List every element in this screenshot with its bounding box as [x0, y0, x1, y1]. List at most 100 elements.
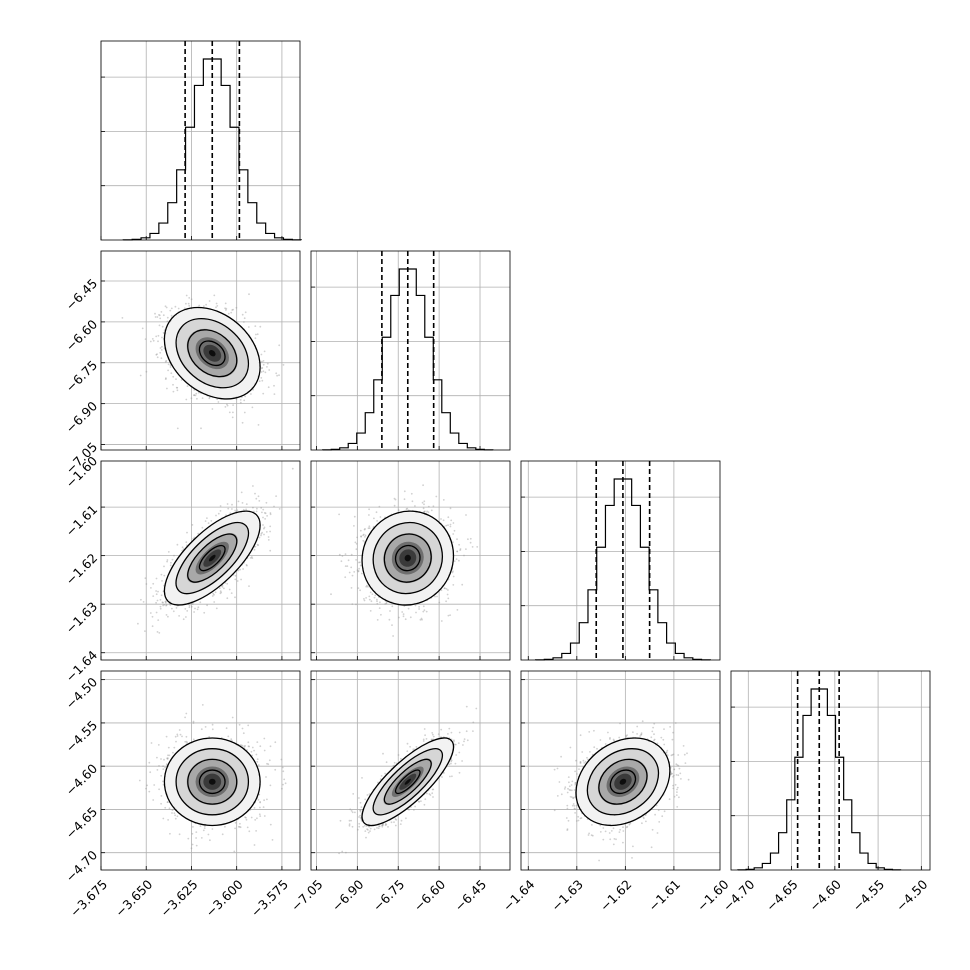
sample-point: [393, 761, 396, 764]
sample-point: [255, 510, 258, 513]
sample-point: [271, 839, 274, 841]
sample-point: [376, 600, 378, 603]
sample-point: [166, 320, 169, 323]
sample-point: [351, 811, 354, 814]
sample-point: [575, 820, 578, 822]
sample-point: [253, 807, 256, 809]
sample-point: [359, 814, 361, 817]
sample-point: [411, 500, 414, 503]
sample-point: [385, 601, 388, 604]
sample-point: [241, 502, 244, 504]
sample-point: [233, 850, 236, 853]
panel-frame: [730, 670, 931, 871]
sample-point: [364, 830, 367, 832]
sample-point: [239, 568, 242, 571]
sample-point: [157, 619, 160, 621]
sample-point: [394, 824, 397, 827]
sample-point: [357, 587, 360, 589]
sample-point: [358, 567, 360, 570]
sample-point: [149, 771, 152, 774]
sample-point: [368, 598, 371, 601]
sample-point: [190, 847, 193, 850]
sample-point: [230, 592, 233, 594]
sample-point: [162, 601, 164, 604]
sample-point: [268, 369, 271, 371]
sample-point: [181, 546, 184, 549]
sample-point: [360, 572, 363, 575]
sample-point: [154, 316, 157, 318]
sample-point: [177, 307, 180, 310]
sample-point: [269, 525, 272, 528]
sample-point: [225, 307, 228, 310]
sample-point: [356, 536, 358, 539]
contour-line: [163, 306, 261, 400]
sample-point: [431, 792, 434, 795]
sample-point: [184, 608, 187, 610]
sample-point: [260, 507, 263, 509]
sample-point: [362, 534, 364, 537]
sample-point: [245, 818, 248, 821]
sample-point: [251, 557, 254, 559]
sample-point: [393, 821, 395, 823]
sample-point: [423, 503, 425, 506]
sample-point: [156, 599, 159, 602]
sample-point: [214, 591, 217, 594]
sample-point: [224, 302, 227, 305]
sample-point: [418, 606, 420, 608]
sample-point: [423, 728, 426, 730]
sample-point: [440, 620, 443, 622]
sample-point: [185, 735, 188, 738]
sample-point: [599, 831, 602, 833]
panel-frame: [100, 40, 301, 241]
sample-point: [185, 740, 188, 743]
sample-point: [391, 605, 394, 608]
sample-point: [171, 812, 173, 814]
sample-point: [217, 401, 220, 403]
sample-point: [432, 735, 435, 738]
sample-point: [172, 390, 175, 393]
sample-point: [373, 596, 376, 599]
sample-point: [422, 484, 424, 487]
sample-point: [211, 595, 214, 597]
sample-point: [213, 294, 216, 297]
sample-point: [161, 325, 164, 328]
sample-point: [422, 738, 425, 741]
sample-point: [250, 750, 253, 753]
sample-point: [150, 587, 152, 589]
sample-point: [376, 598, 378, 601]
sample-point: [348, 571, 351, 574]
sample-point: [164, 600, 167, 603]
sample-point: [231, 508, 233, 510]
sample-point: [262, 392, 265, 395]
sample-point: [121, 317, 124, 319]
scatter-panel: [520, 670, 721, 871]
sample-point: [223, 587, 225, 590]
sample-point: [208, 300, 211, 302]
sample-point: [414, 505, 416, 507]
sample-point: [369, 830, 371, 832]
sample-point: [282, 783, 284, 786]
sample-point: [167, 551, 170, 553]
sample-point: [151, 338, 154, 340]
sample-point: [192, 720, 195, 723]
sample-point: [166, 560, 168, 563]
sample-point: [184, 716, 186, 719]
sample-point: [405, 508, 408, 510]
sample-point: [395, 818, 398, 821]
sample-point: [163, 574, 166, 577]
sample-point: [362, 825, 365, 828]
sample-point: [420, 800, 422, 802]
sample-point: [425, 738, 428, 740]
sample-point: [365, 836, 367, 839]
sample-point: [269, 549, 272, 552]
sample-point: [196, 608, 199, 611]
sample-point: [176, 386, 179, 389]
sample-point: [351, 603, 354, 605]
sample-point: [401, 611, 404, 613]
sample-point: [257, 799, 260, 801]
sample-point: [255, 333, 257, 336]
sample-point: [152, 339, 155, 342]
sample-point: [394, 498, 397, 501]
sample-point: [259, 325, 262, 328]
sample-point: [252, 388, 255, 391]
